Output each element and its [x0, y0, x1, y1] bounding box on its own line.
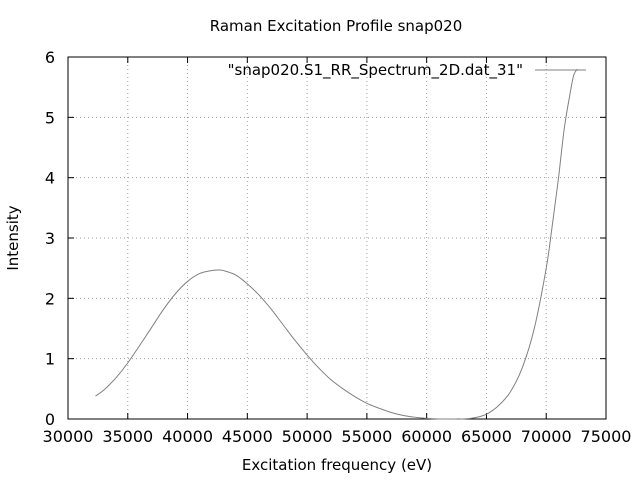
- legend: "snap020.S1_RR_Spectrum_2D.dat_31": [228, 61, 586, 80]
- legend-label: "snap020.S1_RR_Spectrum_2D.dat_31": [228, 61, 523, 80]
- x-tick-label: 75000: [581, 427, 632, 446]
- y-tick-label: 6: [45, 48, 55, 67]
- chart-title: Raman Excitation Profile snap020: [210, 17, 463, 35]
- x-tick-label: 60000: [401, 427, 452, 446]
- x-tick-label: 30000: [43, 427, 94, 446]
- x-tick-label: 65000: [461, 427, 512, 446]
- series-line-0: [95, 68, 578, 420]
- y-tick-label: 3: [45, 229, 55, 248]
- ticks: 30000 35000 40000 45000 50000 55000 60000 65000…: [43, 48, 632, 446]
- x-tick-label: 40000: [162, 427, 213, 446]
- x-tick-label: 55000: [341, 427, 392, 446]
- x-axis-label: Excitation frequency (eV): [242, 456, 432, 474]
- y-tick-label: 4: [45, 169, 55, 188]
- y-axis-label: Intensity: [4, 205, 22, 270]
- y-tick-label: 5: [45, 108, 55, 127]
- y-tick-label: 1: [45, 350, 55, 369]
- x-tick-label: 50000: [282, 427, 333, 446]
- y-tick-label: 0: [45, 410, 55, 429]
- grid: [68, 57, 606, 419]
- x-tick-label: 70000: [521, 427, 572, 446]
- series-layer: [95, 68, 578, 420]
- x-tick-label: 45000: [222, 427, 273, 446]
- y-tick-label: 2: [45, 289, 55, 308]
- x-tick-label: 35000: [102, 427, 153, 446]
